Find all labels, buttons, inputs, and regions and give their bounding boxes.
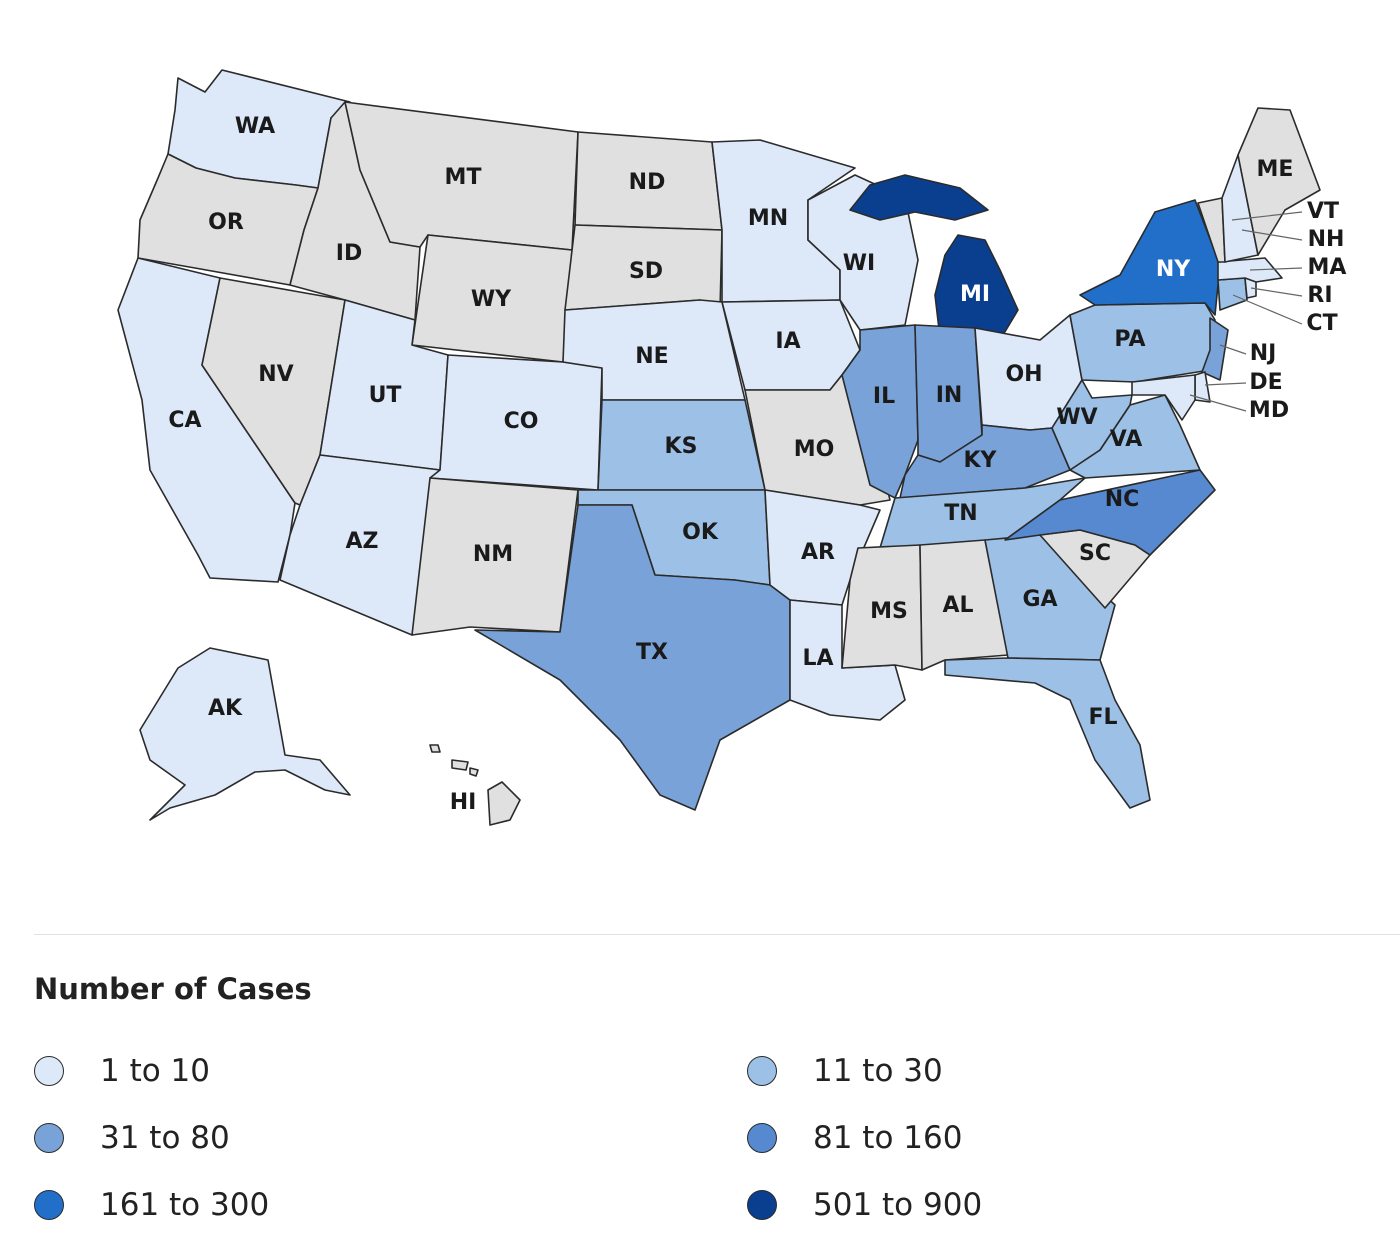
state-label-az: AZ — [346, 529, 379, 554]
legend-item-81-to-160: 81 to 160 — [747, 1120, 962, 1156]
state-label-or: OR — [208, 210, 244, 235]
state-label-nc: NC — [1105, 487, 1140, 512]
state-hi[interactable] — [429, 744, 521, 826]
state-label-co: CO — [504, 409, 539, 434]
legend-label: 501 to 900 — [813, 1187, 983, 1223]
state-label-me: ME — [1257, 157, 1294, 182]
state-label-id: ID — [336, 241, 362, 266]
state-label-tx: TX — [636, 640, 668, 665]
state-label-mi: MI — [960, 282, 990, 307]
state-label-ky: KY — [964, 448, 998, 473]
state-label-la: LA — [802, 646, 833, 671]
state-label-ma: MA — [1308, 255, 1347, 280]
state-label-ok: OK — [682, 520, 719, 545]
state-md[interactable] — [1131, 374, 1196, 421]
state-label-ak: AK — [208, 696, 243, 721]
state-me[interactable] — [1237, 107, 1321, 256]
legend-label: 1 to 10 — [100, 1053, 210, 1089]
state-label-de: DE — [1249, 370, 1282, 395]
legend-swatch — [34, 1190, 64, 1220]
state-label-oh: OH — [1005, 362, 1042, 387]
legend-item-501-to-900: 501 to 900 — [747, 1187, 982, 1223]
legend-label: 161 to 300 — [100, 1187, 270, 1223]
state-label-ct: CT — [1306, 311, 1337, 336]
state-label-ar: AR — [801, 540, 835, 565]
state-la[interactable] — [789, 599, 906, 721]
state-label-ut: UT — [369, 383, 402, 408]
state-wv[interactable] — [1051, 379, 1133, 471]
state-label-al: AL — [942, 593, 973, 618]
state-label-ms: MS — [870, 599, 908, 624]
us-map: WA OR CA NV ID MT WY UT AZ CO NM ND SD N… — [117, 69, 1347, 826]
state-label-mn: MN — [748, 206, 788, 231]
legend-item-1-to-10: 1 to 10 — [34, 1053, 210, 1089]
state-ny[interactable] — [1079, 199, 1221, 316]
state-fl[interactable] — [944, 657, 1151, 809]
state-label-wy: WY — [471, 287, 512, 312]
state-label-nh: NH — [1308, 227, 1345, 252]
state-label-in: IN — [936, 383, 963, 408]
state-nc[interactable] — [1004, 469, 1216, 556]
state-label-ca: CA — [168, 408, 201, 433]
legend-swatch — [747, 1123, 777, 1153]
legend-swatch — [34, 1123, 64, 1153]
legend-item-11-to-30: 11 to 30 — [747, 1053, 943, 1089]
legend-label: 81 to 160 — [813, 1120, 963, 1156]
state-label-hi: HI — [450, 790, 477, 815]
state-label-nm: NM — [473, 542, 513, 567]
state-label-ne: NE — [635, 344, 668, 369]
state-label-vt: VT — [1307, 199, 1339, 224]
state-label-il: IL — [873, 384, 895, 409]
state-label-tn: TN — [944, 501, 977, 526]
state-nm[interactable] — [411, 477, 579, 636]
state-label-mo: MO — [794, 437, 835, 462]
legend-swatch — [34, 1056, 64, 1086]
state-label-wa: WA — [235, 114, 275, 139]
leader-lines — [1189, 211, 1303, 412]
legend-swatch — [747, 1056, 777, 1086]
legend-label: 11 to 30 — [813, 1053, 943, 1089]
legend-item-31-to-80: 31 to 80 — [34, 1120, 230, 1156]
state-label-nv: NV — [258, 362, 293, 387]
state-tx[interactable] — [474, 504, 791, 811]
state-label-mt: MT — [445, 165, 482, 190]
state-al[interactable] — [919, 539, 1009, 671]
state-label-ia: IA — [775, 329, 800, 354]
state-ak[interactable] — [139, 647, 351, 821]
map-canvas: WA OR CA NV ID MT WY UT AZ CO NM ND SD N… — [117, 69, 1347, 826]
state-label-wv: WV — [1056, 405, 1097, 430]
state-label-nj: NJ — [1250, 341, 1277, 366]
state-label-md: MD — [1249, 398, 1289, 423]
state-label-pa: PA — [1114, 327, 1145, 352]
state-label-ny: NY — [1156, 257, 1191, 282]
state-label-sc: SC — [1079, 541, 1111, 566]
state-nj[interactable] — [1201, 317, 1229, 381]
state-label-wi: WI — [843, 251, 875, 276]
state-label-va: VA — [1110, 427, 1143, 452]
legend-title: Number of Cases — [34, 972, 312, 1006]
state-label-ri: RI — [1307, 283, 1332, 308]
state-label-fl: FL — [1088, 705, 1117, 730]
legend-divider — [34, 934, 1400, 935]
legend-label: 31 to 80 — [100, 1120, 230, 1156]
state-label-ks: KS — [665, 434, 698, 459]
state-label-sd: SD — [629, 259, 663, 284]
state-label-ga: GA — [1022, 587, 1057, 612]
state-label-nd: ND — [629, 170, 666, 195]
legend-swatch — [747, 1190, 777, 1220]
state-ct[interactable] — [1217, 277, 1248, 311]
legend-item-161-to-300: 161 to 300 — [34, 1187, 269, 1223]
